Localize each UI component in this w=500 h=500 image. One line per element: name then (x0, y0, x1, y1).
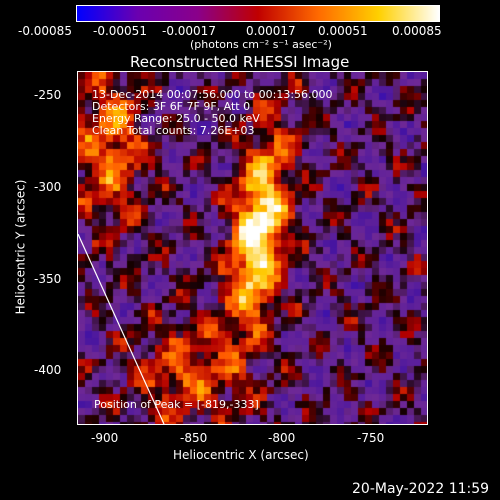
colorbar-tick: -0.00051 (93, 24, 147, 38)
colorbar-tick: -0.00085 (18, 24, 72, 38)
y-tick-label: -250 (34, 88, 62, 102)
limb-line (78, 233, 165, 424)
timestamp: 20-May-2022 11:59 (352, 481, 490, 497)
y-tick-label: -400 (34, 363, 62, 377)
y-axis-label: Heliocentric Y (arcsec) (13, 179, 28, 315)
y-tick-label: -300 (34, 180, 62, 194)
colorbar-tick: 0.00017 (246, 24, 296, 38)
plot-title: Reconstructed RHESSI Image (130, 53, 350, 71)
x-tick-label: -850 (180, 431, 208, 445)
x-tick-label: -900 (91, 431, 119, 445)
clean-info: Clean Total counts: 7.26E+03 (92, 124, 255, 137)
colorbar-tick: 0.00085 (392, 24, 442, 38)
rhessi-image: 13-Dec-2014 00:07:56.000 to 00:13:56.000… (77, 71, 428, 425)
x-tick-label: -800 (268, 431, 296, 445)
observation-time: 13-Dec-2014 00:07:56.000 to 00:13:56.000 (92, 88, 333, 101)
x-axis-label: Heliocentric X (arcsec) (173, 448, 309, 462)
y-tick-label: -350 (34, 272, 62, 286)
colorbar (76, 5, 440, 22)
detectors-info: Detectors: 3F 6F 7F 9F, Att 0 (92, 100, 251, 113)
colorbar-tick: -0.00017 (162, 24, 216, 38)
x-tick-label: -750 (357, 431, 385, 445)
energy-range: Energy Range: 25.0 - 50.0 keV (92, 112, 260, 125)
colorbar-tick: 0.00051 (318, 24, 368, 38)
peak-position: Position of Peak = [-819,-333] (94, 398, 259, 411)
colorbar-unit-label: (photons cm⁻² s⁻¹ asec⁻²) (190, 38, 332, 51)
